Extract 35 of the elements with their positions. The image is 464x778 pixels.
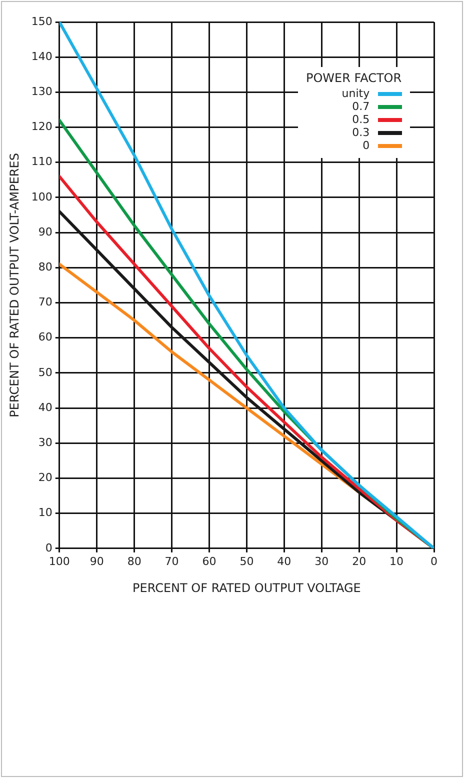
y-tick-label: 100 (31, 190, 52, 204)
x-tick-label: 60 (202, 554, 216, 568)
x-tick-label: 30 (314, 554, 329, 568)
x-tick-label: 50 (240, 554, 254, 568)
y-tick-label: 20 (38, 471, 52, 484)
legend-label: 0.5 (352, 113, 370, 126)
y-tick-label: 110 (31, 155, 52, 168)
y-tick-label: 40 (38, 400, 52, 414)
y-tick-label: 50 (38, 366, 52, 379)
y-tick-label: 80 (38, 260, 52, 274)
y-tick-label: 150 (31, 14, 52, 28)
y-tick-label: 60 (38, 330, 52, 344)
legend-label: 0 (362, 139, 370, 152)
x-tick-label: 70 (164, 554, 179, 568)
x-tick-label: 10 (390, 554, 404, 568)
y-tick-label: 140 (31, 50, 52, 63)
x-axis-title: PERCENT OF RATED OUTPUT VOLTAGE (132, 580, 361, 595)
y-tick-label: 70 (38, 296, 52, 309)
legend-title: POWER FACTOR (306, 71, 402, 85)
x-tick-label: 80 (127, 554, 142, 568)
y-tick-label: 90 (38, 225, 52, 238)
legend-label: unity (342, 87, 370, 100)
y-tick-label: 0 (45, 541, 52, 554)
x-tick-label: 0 (430, 554, 438, 568)
y-tick-label: 30 (38, 436, 52, 449)
x-tick-label: 90 (90, 554, 104, 568)
x-tick-label: 20 (352, 554, 366, 568)
legend-label: 0.3 (352, 126, 370, 139)
y-tick-label: 130 (31, 85, 52, 98)
y-axis-title: PERCENT OF RATED OUTPUT VOLT-AMPERES (7, 153, 22, 418)
x-tick-label: 40 (277, 554, 292, 568)
y-tick-label: 10 (38, 506, 52, 520)
x-tick-label: 100 (48, 554, 70, 568)
legend-label: 0.7 (352, 100, 370, 113)
y-tick-label: 120 (31, 120, 52, 134)
